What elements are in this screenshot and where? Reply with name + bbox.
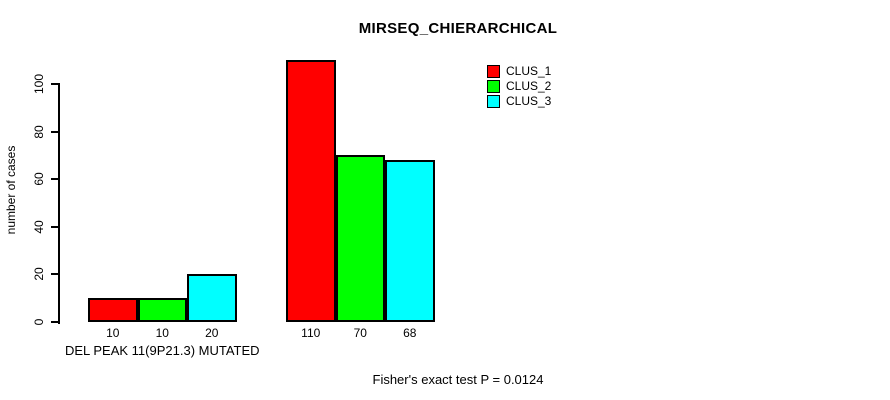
legend-entry-clus_3: CLUS_3 <box>487 94 551 108</box>
footnote-pvalue: Fisher's exact test P = 0.0124 <box>372 372 544 387</box>
legend-swatch-icon <box>487 79 500 93</box>
bar-value-label: 68 <box>403 326 417 340</box>
legend-swatch-icon <box>487 64 500 78</box>
y-tick-label: 0 <box>32 318 46 326</box>
y-tick-label: 40 <box>32 220 46 234</box>
bar-value-label: 10 <box>155 326 169 340</box>
bar-value-label: 10 <box>106 326 120 340</box>
y-tick-mark <box>51 273 59 276</box>
legend: CLUS_1 CLUS_2 CLUS_3 <box>487 64 551 109</box>
y-tick-mark <box>51 225 59 228</box>
y-tick-label: 100 <box>32 73 46 95</box>
y-axis-line <box>58 83 60 324</box>
y-tick-label: 80 <box>32 124 46 139</box>
legend-label: CLUS_2 <box>506 79 552 93</box>
bar-value-label: 70 <box>353 326 367 340</box>
y-tick-mark <box>51 321 59 323</box>
y-tick-mark <box>51 130 59 133</box>
bar-clus_2-group2 <box>335 155 385 322</box>
y-tick-label: 20 <box>32 267 46 282</box>
legend-label: CLUS_3 <box>506 94 552 108</box>
x-axis-category-label: DEL PEAK 11(9P21.3) MUTATED <box>64 343 260 358</box>
bar-clus_1-group1 <box>88 298 138 322</box>
y-axis-title-text: number of cases <box>4 145 18 235</box>
legend-entry-clus_2: CLUS_2 <box>487 79 551 93</box>
y-tick-mark <box>51 178 59 181</box>
bar-value-label: 20 <box>205 326 219 340</box>
bar-clus_3-group1 <box>187 274 237 322</box>
legend-entry-clus_1: CLUS_1 <box>487 64 551 78</box>
bar-value-label: 110 <box>301 326 321 340</box>
bar-clus_2-group1 <box>137 298 187 322</box>
chart-title: MIRSEQ_CHIERARCHICAL <box>358 20 558 37</box>
y-tick-label: 60 <box>32 172 46 186</box>
bar-clus_3-group2 <box>385 160 435 322</box>
legend-label: CLUS_1 <box>506 64 552 78</box>
bar-clus_1-group2 <box>286 60 336 322</box>
legend-swatch-icon <box>487 94 500 108</box>
y-tick-mark <box>51 83 59 85</box>
